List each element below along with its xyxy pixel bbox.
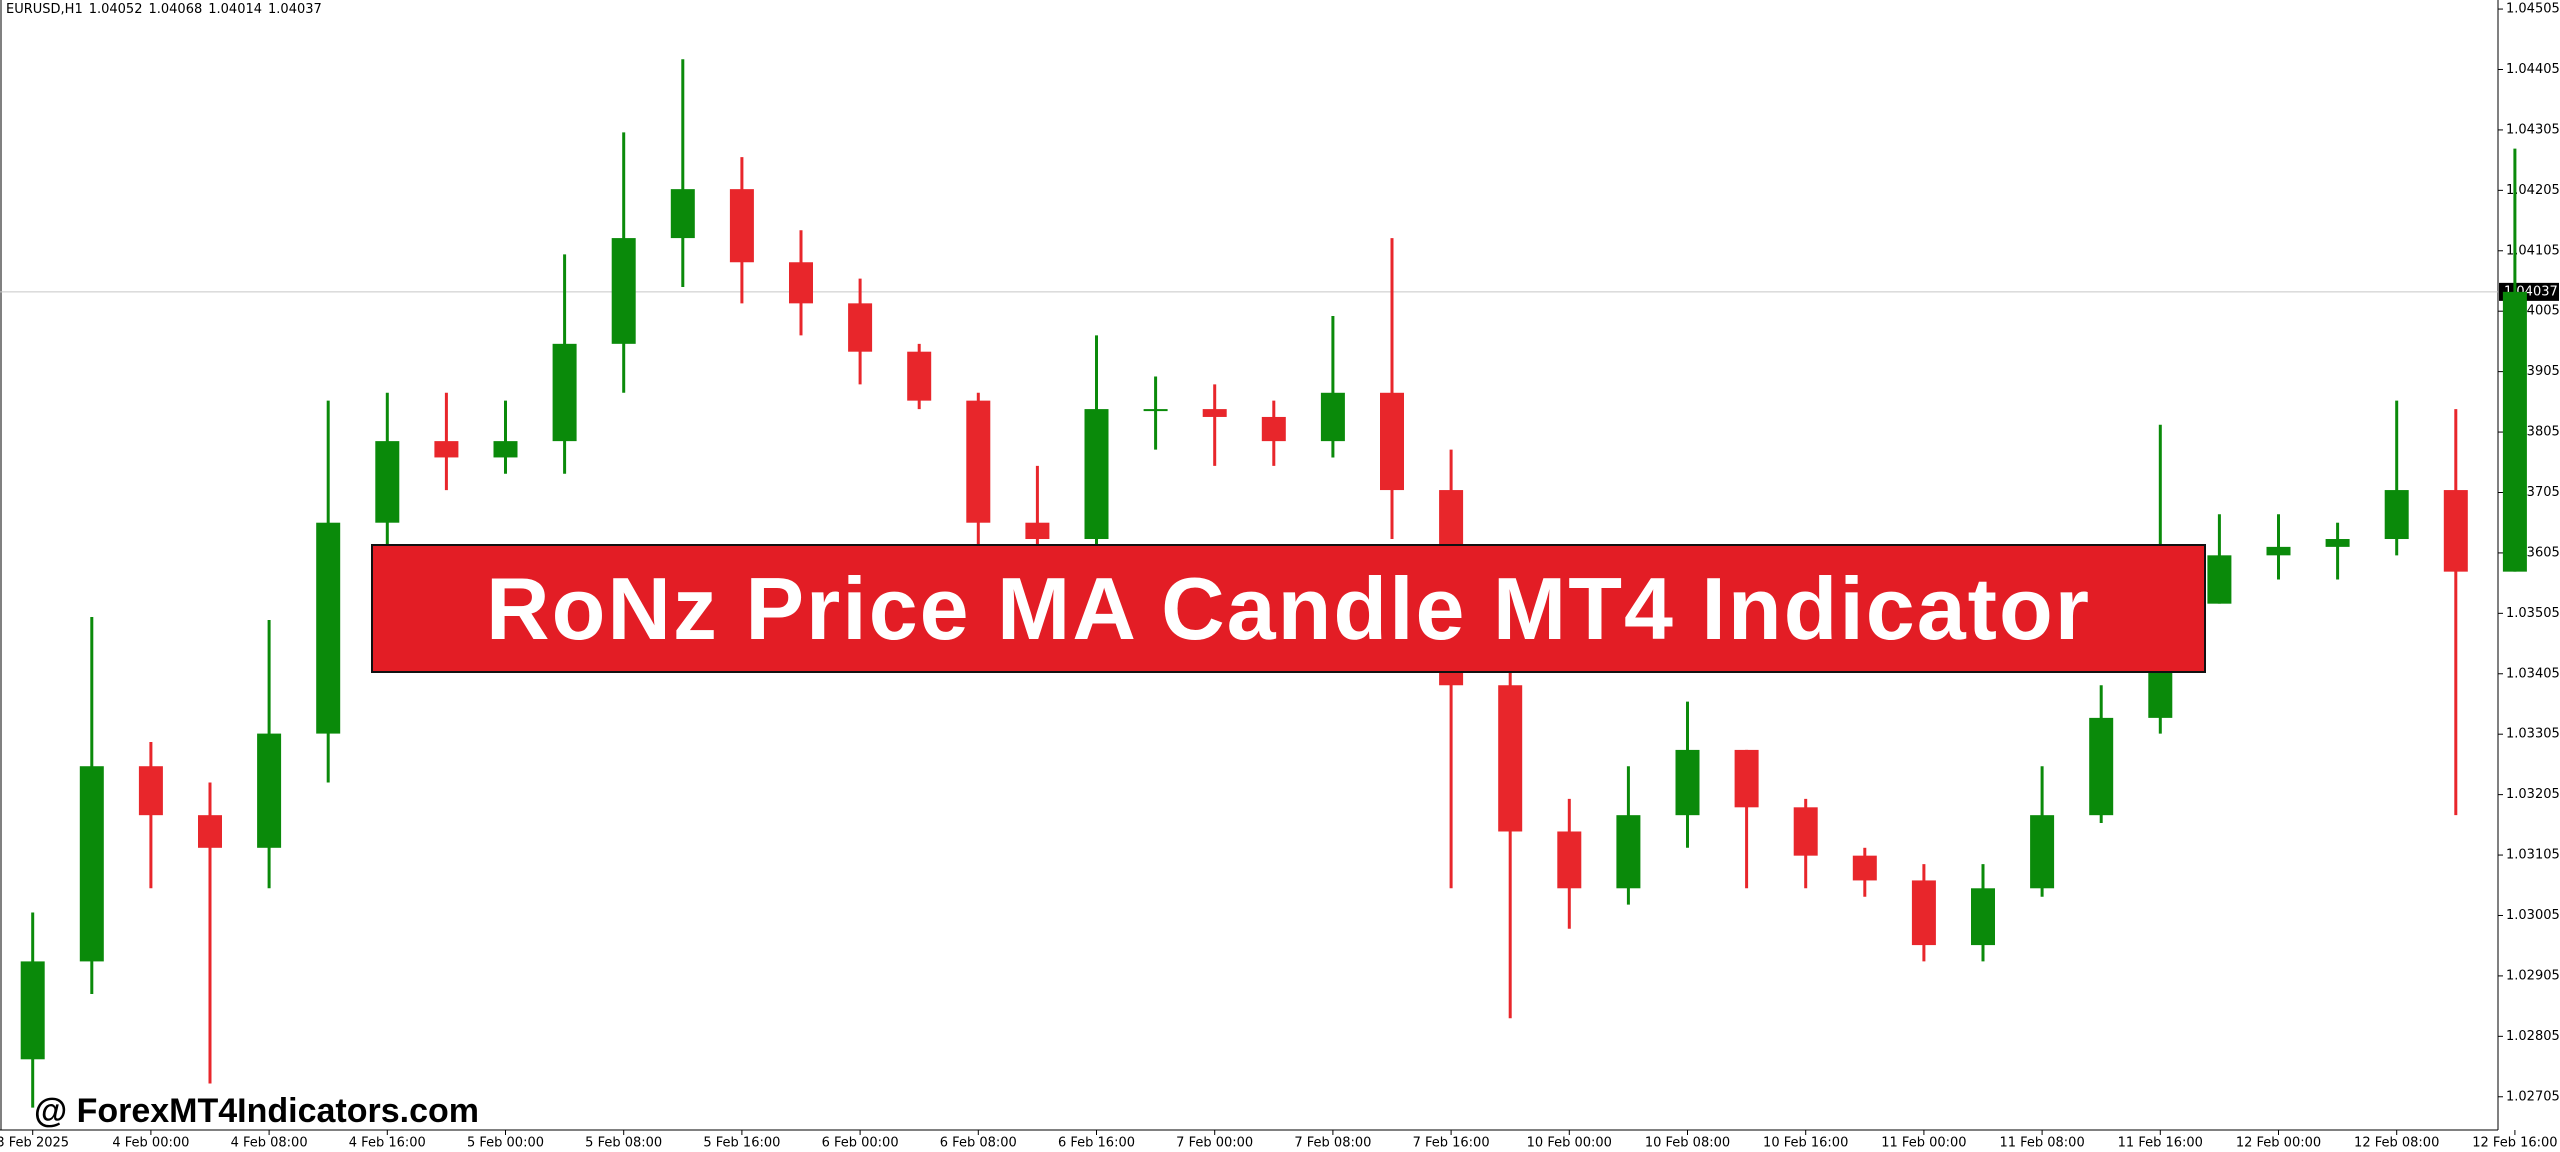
chart-header: EURUSD,H1 1.04052 1.04068 1.04014 1.04037	[6, 2, 328, 17]
candle-body	[1320, 392, 1345, 442]
candle-body	[2443, 490, 2468, 572]
x-tick-label: 5 Feb 00:00	[467, 1136, 544, 1151]
y-tick-label: 1.03205	[2506, 787, 2560, 802]
candle-body	[316, 522, 341, 734]
x-tick-label: 12 Feb 08:00	[2354, 1136, 2439, 1151]
x-tick-label: 6 Feb 16:00	[1058, 1136, 1135, 1151]
candle-body	[729, 189, 754, 263]
candle-body	[1911, 880, 1936, 946]
candle-body	[198, 815, 222, 848]
quote-value: 1.04014	[208, 2, 263, 17]
quote-value: 1.04052	[88, 2, 143, 17]
candle-body	[2384, 490, 2409, 540]
candle-body	[1616, 815, 1641, 889]
y-tick-label: 1.03405	[2506, 666, 2560, 681]
x-tick-label: 11 Feb 00:00	[1881, 1136, 1966, 1151]
candle-body	[1202, 409, 1227, 417]
banner: RoNz Price MA Candle MT4 Indicator	[371, 544, 2206, 673]
x-tick-label: 11 Feb 08:00	[1999, 1136, 2084, 1151]
candle-body	[1261, 416, 1286, 442]
x-tick-label: 4 Feb 00:00	[112, 1136, 189, 1151]
x-tick-label: 7 Feb 16:00	[1413, 1136, 1490, 1151]
candle-body	[1734, 749, 1759, 808]
quote-value: 1.04068	[148, 2, 203, 17]
candle-body	[20, 961, 45, 1060]
candle-body	[2502, 291, 2527, 572]
candle-body	[1971, 888, 1995, 946]
x-tick-label: 5 Feb 08:00	[585, 1136, 662, 1151]
candle-body	[2089, 717, 2114, 816]
watermark: @ ForexMT4Indicators.com	[34, 1092, 480, 1130]
y-tick-label: 1.04505	[2506, 2, 2560, 17]
y-tick-label: 1.02805	[2506, 1029, 2560, 1044]
y-tick-label: 1.02905	[2506, 968, 2560, 983]
candle-body	[138, 766, 163, 816]
candle-body	[2325, 539, 2350, 547]
candle-body	[493, 441, 518, 458]
x-tick-label: 10 Feb 08:00	[1645, 1136, 1730, 1151]
x-tick-label: 6 Feb 08:00	[940, 1136, 1017, 1151]
x-tick-label: 12 Feb 00:00	[2236, 1136, 2321, 1151]
symbol: EURUSD,H1	[6, 2, 83, 17]
candle-body	[1498, 685, 1523, 832]
candle-body	[552, 343, 577, 442]
candle-body	[1675, 749, 1700, 816]
candle-body	[257, 733, 282, 848]
candle-body	[907, 351, 932, 401]
quote-value: 1.04037	[268, 2, 322, 17]
candle-body	[2207, 555, 2232, 604]
x-tick-label: 10 Feb 16:00	[1763, 1136, 1848, 1151]
candle-body	[966, 400, 991, 523]
candle-body	[1852, 855, 1877, 881]
y-tick-label: 1.02705	[2506, 1089, 2560, 1104]
y-tick-label: 1.04305	[2506, 122, 2560, 137]
x-tick-label: 5 Feb 16:00	[703, 1136, 780, 1151]
x-tick-label: 11 Feb 16:00	[2118, 1136, 2203, 1151]
candle-body	[2030, 815, 2055, 889]
y-tick-label: 1.03305	[2506, 727, 2560, 742]
candle-body	[611, 238, 636, 344]
y-tick-label: 1.03005	[2506, 908, 2560, 923]
candle-body	[1143, 409, 1168, 412]
candle-body	[1025, 522, 1050, 540]
candle-body	[789, 262, 813, 304]
y-tick-label: 1.04405	[2506, 62, 2560, 77]
x-tick-label: 3 Feb 2025	[0, 1136, 69, 1151]
x-tick-label: 6 Feb 00:00	[822, 1136, 899, 1151]
y-tick-label: 1.03505	[2506, 606, 2560, 621]
x-tick-label: 7 Feb 08:00	[1294, 1136, 1371, 1151]
x-tick-label: 7 Feb 00:00	[1176, 1136, 1253, 1151]
x-tick-label: 4 Feb 16:00	[349, 1136, 426, 1151]
x-tick-label: 12 Feb 16:00	[2472, 1136, 2557, 1151]
candle-body	[848, 303, 873, 352]
y-tick-label: 1.03105	[2506, 848, 2560, 863]
x-tick-label: 10 Feb 00:00	[1527, 1136, 1612, 1151]
candle-body	[1084, 409, 1109, 540]
candle-body	[1380, 392, 1404, 491]
x-tick-label: 4 Feb 08:00	[231, 1136, 308, 1151]
candle-body	[434, 441, 459, 458]
y-tick-label: 1.04105	[2506, 243, 2560, 258]
candle-body	[1793, 807, 1818, 856]
candle-body	[1557, 831, 1582, 889]
candle-body	[670, 189, 695, 239]
candle-body	[79, 766, 104, 962]
y-tick-label: 1.04205	[2506, 183, 2560, 198]
candle-body	[375, 441, 400, 523]
candle-body	[2266, 546, 2291, 556]
